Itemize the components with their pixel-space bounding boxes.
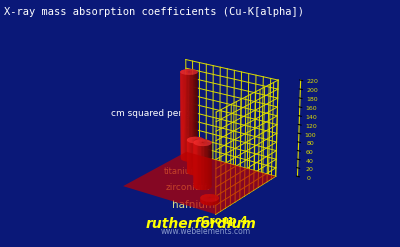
- Text: X-ray mass absorption coefficients (Cu-K[alpha]): X-ray mass absorption coefficients (Cu-K…: [4, 7, 304, 17]
